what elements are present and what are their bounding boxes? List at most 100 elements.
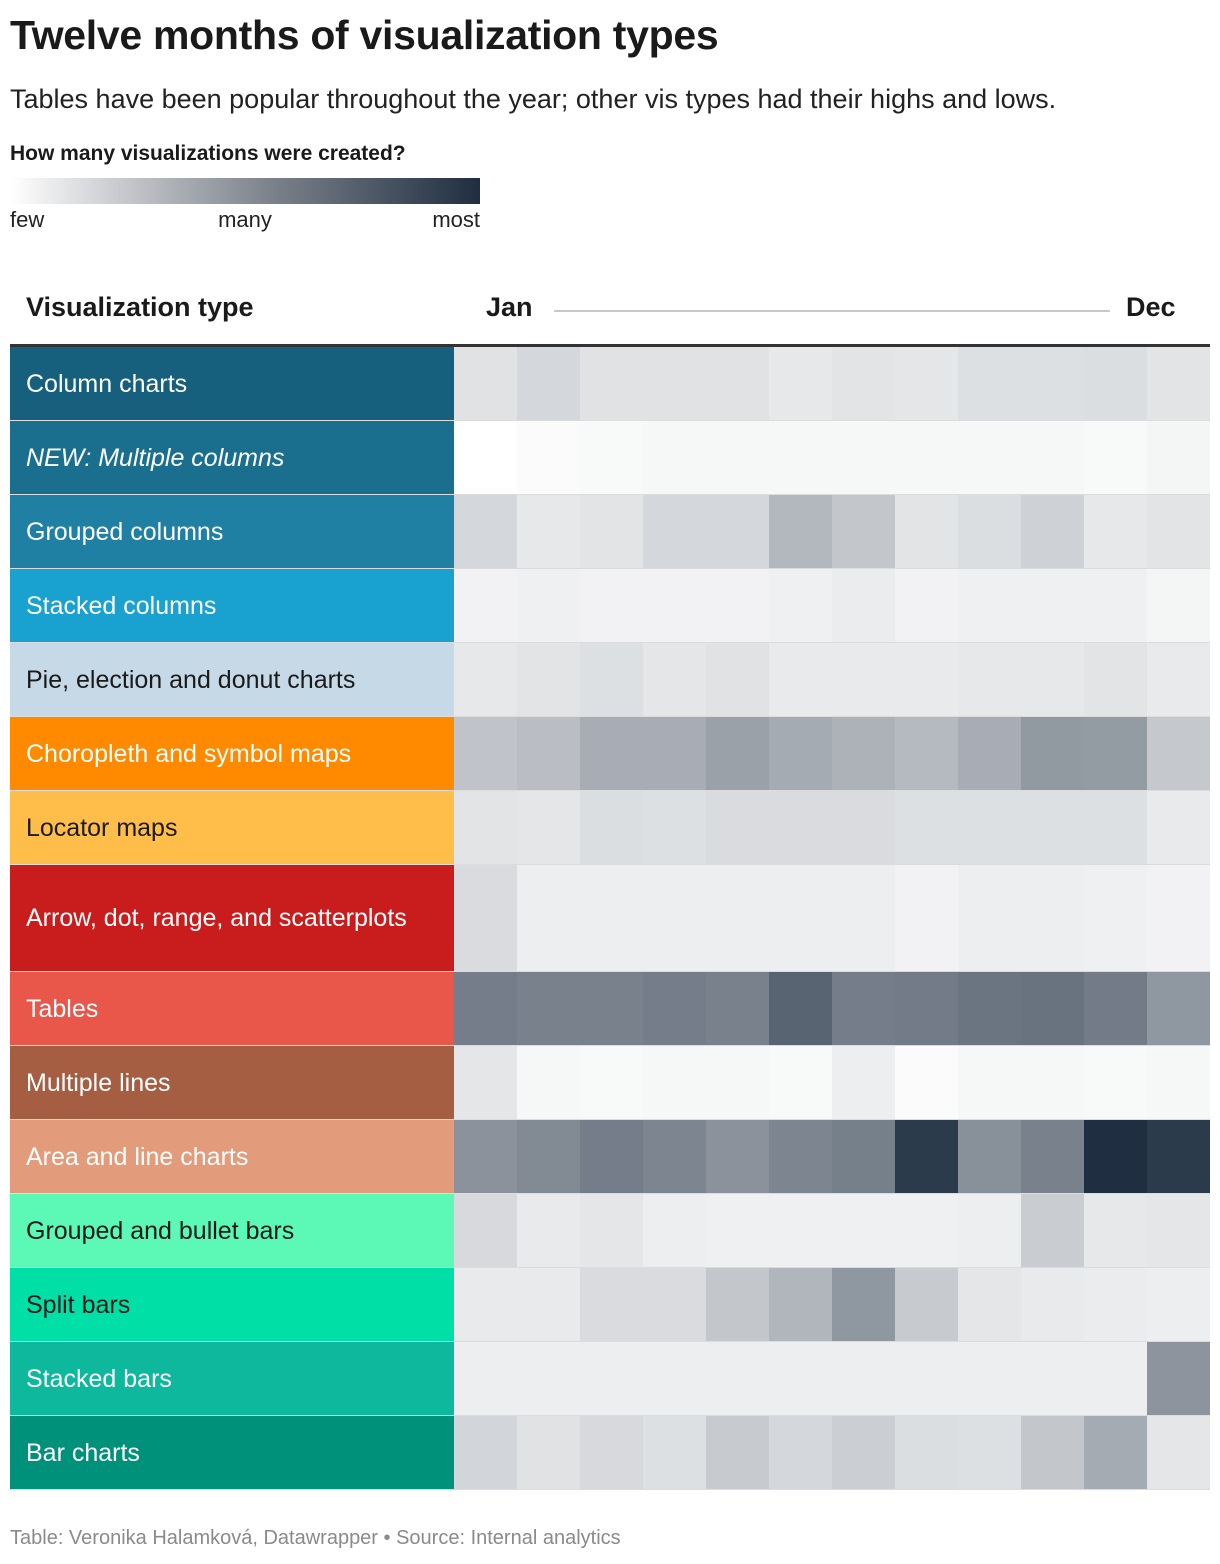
heat-cell-may	[706, 1194, 769, 1267]
heat-cell-may	[706, 1120, 769, 1193]
column-header-type[interactable]: Visualization type	[26, 292, 254, 322]
heat-cell-sep	[958, 717, 1021, 790]
heat-cell-apr	[643, 791, 706, 864]
heat-cell-jan	[454, 347, 517, 420]
heat-cell-aug	[895, 1046, 958, 1119]
heat-row	[454, 495, 1210, 568]
heat-cell-apr	[643, 1120, 706, 1193]
heat-cell-dec	[1147, 347, 1210, 420]
heat-cell-jun	[769, 421, 832, 494]
heat-cell-may	[706, 717, 769, 790]
heat-cell-oct	[1021, 1120, 1084, 1193]
heat-cell-oct	[1021, 569, 1084, 642]
heat-row	[454, 1416, 1210, 1489]
heat-cell-jun	[769, 865, 832, 971]
heat-cell-oct	[1021, 1268, 1084, 1341]
legend-label-most: most	[432, 207, 480, 232]
heat-cell-mar	[580, 865, 643, 971]
source-footer: Table: Veronika Halamková, Datawrapper •…	[10, 1527, 621, 1549]
heat-cell-may	[706, 1268, 769, 1341]
heat-cell-jan	[454, 1046, 517, 1119]
heat-cell-feb	[517, 1046, 580, 1119]
table-row: Locator maps	[10, 791, 1210, 865]
heat-cell-may	[706, 972, 769, 1045]
heat-cell-aug	[895, 1268, 958, 1341]
heat-cell-aug	[895, 717, 958, 790]
heat-cell-sep	[958, 643, 1021, 716]
legend-gradient-bar	[10, 178, 480, 204]
row-label: Area and line charts	[10, 1120, 454, 1193]
heat-cell-mar	[580, 1268, 643, 1341]
heat-cell-jul	[832, 1194, 895, 1267]
row-label: Tables	[10, 972, 454, 1045]
heat-cell-dec	[1147, 1194, 1210, 1267]
row-label: Stacked columns	[10, 569, 454, 642]
heat-cell-jan	[454, 791, 517, 864]
heat-cell-mar	[580, 643, 643, 716]
heat-cell-mar	[580, 569, 643, 642]
heat-cell-jan	[454, 495, 517, 568]
table-row: Area and line charts	[10, 1120, 1210, 1194]
heat-cell-sep	[958, 1342, 1021, 1415]
month-range-line	[554, 310, 1110, 312]
heat-cell-feb	[517, 717, 580, 790]
table-row: NEW: Multiple columns	[10, 421, 1210, 495]
row-label: Arrow, dot, range, and scatterplots	[10, 865, 454, 971]
heat-cell-sep	[958, 865, 1021, 971]
heat-cell-sep	[958, 495, 1021, 568]
heat-cell-dec	[1147, 717, 1210, 790]
heat-cell-jun	[769, 495, 832, 568]
heat-cell-may	[706, 791, 769, 864]
row-label: Split bars	[10, 1268, 454, 1341]
heat-cell-apr	[643, 717, 706, 790]
heat-cell-oct	[1021, 791, 1084, 864]
heat-cell-jun	[769, 1342, 832, 1415]
table-row: Column charts	[10, 347, 1210, 421]
heat-cell-nov	[1084, 865, 1147, 971]
heat-cell-jul	[832, 1046, 895, 1119]
heat-cell-oct	[1021, 1342, 1084, 1415]
heat-cell-apr	[643, 865, 706, 971]
heat-cell-dec	[1147, 569, 1210, 642]
heat-cell-oct	[1021, 1194, 1084, 1267]
heat-cell-aug	[895, 347, 958, 420]
heat-cell-jun	[769, 347, 832, 420]
heat-cell-apr	[643, 1416, 706, 1489]
row-label: Grouped columns	[10, 495, 454, 568]
heat-cell-jul	[832, 347, 895, 420]
heat-cell-mar	[580, 972, 643, 1045]
heat-row	[454, 1342, 1210, 1415]
heat-cell-oct	[1021, 1416, 1084, 1489]
heat-cell-sep	[958, 347, 1021, 420]
table-row: Grouped and bullet bars	[10, 1194, 1210, 1268]
heat-cell-aug	[895, 1416, 958, 1489]
heatmap-table: Column charts NEW: Multiple columns Groupe…	[10, 347, 1210, 1490]
heat-cell-jul	[832, 791, 895, 864]
heat-cell-aug	[895, 791, 958, 864]
heat-cell-jul	[832, 1416, 895, 1489]
heat-cell-dec	[1147, 1120, 1210, 1193]
heat-cell-nov	[1084, 1416, 1147, 1489]
heat-cell-mar	[580, 1194, 643, 1267]
heat-cell-sep	[958, 1416, 1021, 1489]
heat-cell-nov	[1084, 347, 1147, 420]
heat-row	[454, 1194, 1210, 1267]
heat-cell-sep	[958, 1120, 1021, 1193]
heat-cell-sep	[958, 569, 1021, 642]
heat-cell-mar	[580, 791, 643, 864]
heat-cell-jan	[454, 569, 517, 642]
heat-cell-dec	[1147, 1046, 1210, 1119]
heat-cell-feb	[517, 972, 580, 1045]
column-header-start-month: Jan	[486, 292, 533, 322]
heat-cell-may	[706, 421, 769, 494]
heat-cell-oct	[1021, 643, 1084, 716]
heat-cell-aug	[895, 1120, 958, 1193]
heat-cell-apr	[643, 1342, 706, 1415]
heat-cell-jul	[832, 972, 895, 1045]
table-header-divider	[10, 344, 1210, 347]
heat-cell-mar	[580, 1046, 643, 1119]
heat-cell-apr	[643, 569, 706, 642]
row-label: NEW: Multiple columns	[10, 421, 454, 494]
heat-cell-nov	[1084, 643, 1147, 716]
heat-cell-jun	[769, 569, 832, 642]
